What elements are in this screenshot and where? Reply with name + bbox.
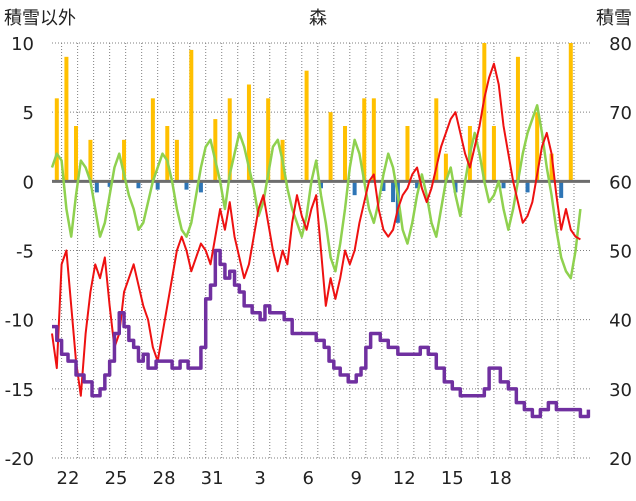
precip-bar-30: [405, 126, 410, 182]
precip-bar-44: [568, 43, 573, 182]
y-left-tick-3: -5: [16, 242, 34, 263]
precip-bar-7: [136, 181, 141, 189]
x-tick-6: 9: [350, 468, 361, 489]
precip-bar-23: [343, 126, 348, 182]
precip-bar-21: [319, 181, 323, 189]
y-right-tick-4: 40: [609, 311, 632, 332]
y-right-axis-title: 積雪: [596, 8, 632, 29]
precip-bar-38: [501, 181, 506, 189]
x-tick-7: 12: [393, 468, 416, 489]
y-left-tick-1: 5: [23, 103, 34, 124]
precip-bar-6: [122, 139, 127, 182]
vertical-grid: [61, 43, 575, 458]
x-tick-0: 22: [57, 468, 80, 489]
precip-bar-25: [362, 98, 367, 182]
series-lines: [50, 62, 591, 419]
precip-bar-42: [549, 153, 554, 182]
precip-bar-14: [198, 181, 203, 193]
precip-bar-43: [559, 181, 564, 198]
series-snow_depth: [52, 248, 591, 419]
precip-bar-32: [434, 98, 439, 182]
y-left-tick-5: -15: [5, 380, 34, 401]
precip-bar-1: [64, 56, 69, 182]
precip-bar-10: [165, 126, 170, 182]
y-left-tick-4: -10: [5, 311, 34, 332]
precip-bar-15: [213, 119, 218, 182]
precip-bar-34: [453, 181, 458, 193]
x-tick-3: 31: [201, 468, 224, 489]
chart-title: 森: [309, 8, 327, 29]
precip-bar-12: [184, 181, 189, 190]
precip-bar-0: [54, 98, 59, 182]
x-tick-4: 3: [254, 468, 265, 489]
y-right-tick-2: 60: [609, 172, 632, 193]
y-right-tick-3: 50: [609, 242, 632, 263]
precip-bar-9: [155, 181, 160, 190]
precip-bar-2: [74, 126, 79, 182]
y-right-ticks: 80 70 60 50 40 30 20: [609, 34, 632, 470]
precip-bar-8: [150, 98, 155, 182]
precip-bar-24: [352, 181, 357, 196]
precip-bar-3: [88, 139, 93, 182]
precip-bar-20: [304, 70, 309, 182]
y-left-tick-0: 10: [11, 34, 34, 55]
x-ticks: 22 25 28 31 3 6 9 12 15 18: [57, 468, 512, 489]
series-humidity: [50, 104, 582, 280]
x-tick-1: 25: [105, 468, 128, 489]
precip-bar-4: [94, 181, 99, 193]
y-left-tick-6: -20: [5, 449, 34, 470]
precip-bar-13: [189, 49, 194, 182]
x-tick-8: 15: [441, 468, 464, 489]
y-right-tick-1: 70: [609, 103, 632, 124]
precip-bar-40: [525, 181, 530, 193]
x-tick-9: 18: [489, 468, 512, 489]
precip-bar-28: [391, 181, 396, 203]
precip-bar-11: [174, 139, 179, 182]
precip-bar-17: [246, 84, 251, 182]
precip-bar-27: [381, 181, 386, 192]
y-right-tick-5: 30: [609, 380, 632, 401]
y-right-tick-0: 80: [609, 34, 632, 55]
precip-bar-37: [491, 126, 496, 182]
precip-bar-31: [415, 181, 420, 189]
y-left-axis-title: 積雪以外: [4, 8, 76, 29]
precip-bar-22: [328, 112, 333, 182]
precip-bar-16: [227, 98, 232, 182]
precip-bar-5: [107, 181, 112, 187]
x-tick-5: 6: [302, 468, 313, 489]
x-tick-2: 28: [153, 468, 176, 489]
y-left-ticks: 10 5 0 -5 -10 -15 -20: [5, 34, 34, 470]
precip-bar-18: [266, 98, 271, 182]
y-right-tick-6: 20: [609, 449, 632, 470]
precip-bar-39: [515, 56, 520, 182]
precip-bar-26: [371, 98, 376, 182]
series-temperature: [51, 62, 581, 397]
precip-bar-33: [443, 153, 448, 182]
precip-bar-36: [482, 43, 487, 182]
precip-bar-41: [535, 112, 540, 182]
y-left-tick-2: 0: [23, 172, 34, 193]
